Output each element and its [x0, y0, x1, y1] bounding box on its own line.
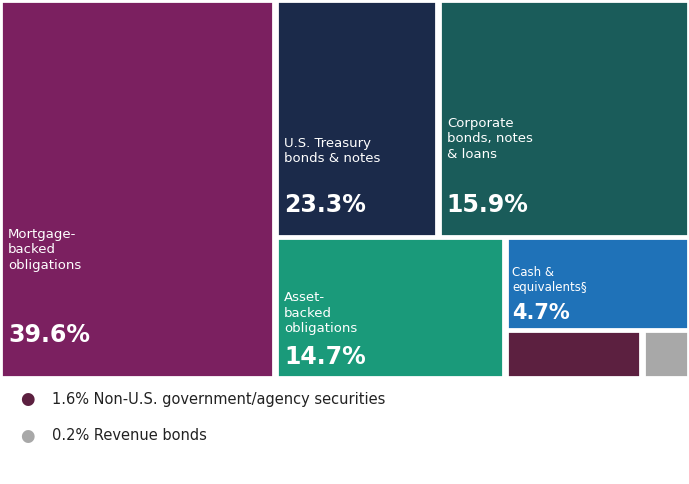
Text: 23.3%: 23.3%	[285, 193, 366, 217]
Text: Cash &
equivalents§: Cash & equivalents§	[512, 266, 587, 294]
Bar	[277, 0, 436, 236]
Text: 14.7%: 14.7%	[285, 345, 366, 369]
Text: Asset-
backed
obligations: Asset- backed obligations	[285, 291, 358, 335]
Text: 39.6%: 39.6%	[8, 323, 90, 347]
Bar	[440, 0, 688, 236]
Bar	[1, 0, 273, 377]
Text: 0.2% Revenue bonds: 0.2% Revenue bonds	[52, 428, 207, 443]
Text: ●: ●	[20, 390, 35, 408]
Text: U.S. Treasury
bonds & notes: U.S. Treasury bonds & notes	[285, 137, 380, 166]
Text: 1.6% Non-U.S. government/agency securities: 1.6% Non-U.S. government/agency securiti…	[52, 392, 385, 407]
Bar	[644, 331, 688, 377]
Text: 15.9%: 15.9%	[446, 193, 528, 217]
Bar	[506, 331, 639, 377]
Text: Corporate
bonds, notes
& loans: Corporate bonds, notes & loans	[446, 117, 533, 161]
Bar	[277, 239, 502, 377]
Text: Mortgage-
backed
obligations: Mortgage- backed obligations	[8, 227, 81, 272]
Text: 4.7%: 4.7%	[512, 303, 570, 323]
Bar	[506, 239, 688, 329]
Text: ●: ●	[20, 426, 35, 445]
